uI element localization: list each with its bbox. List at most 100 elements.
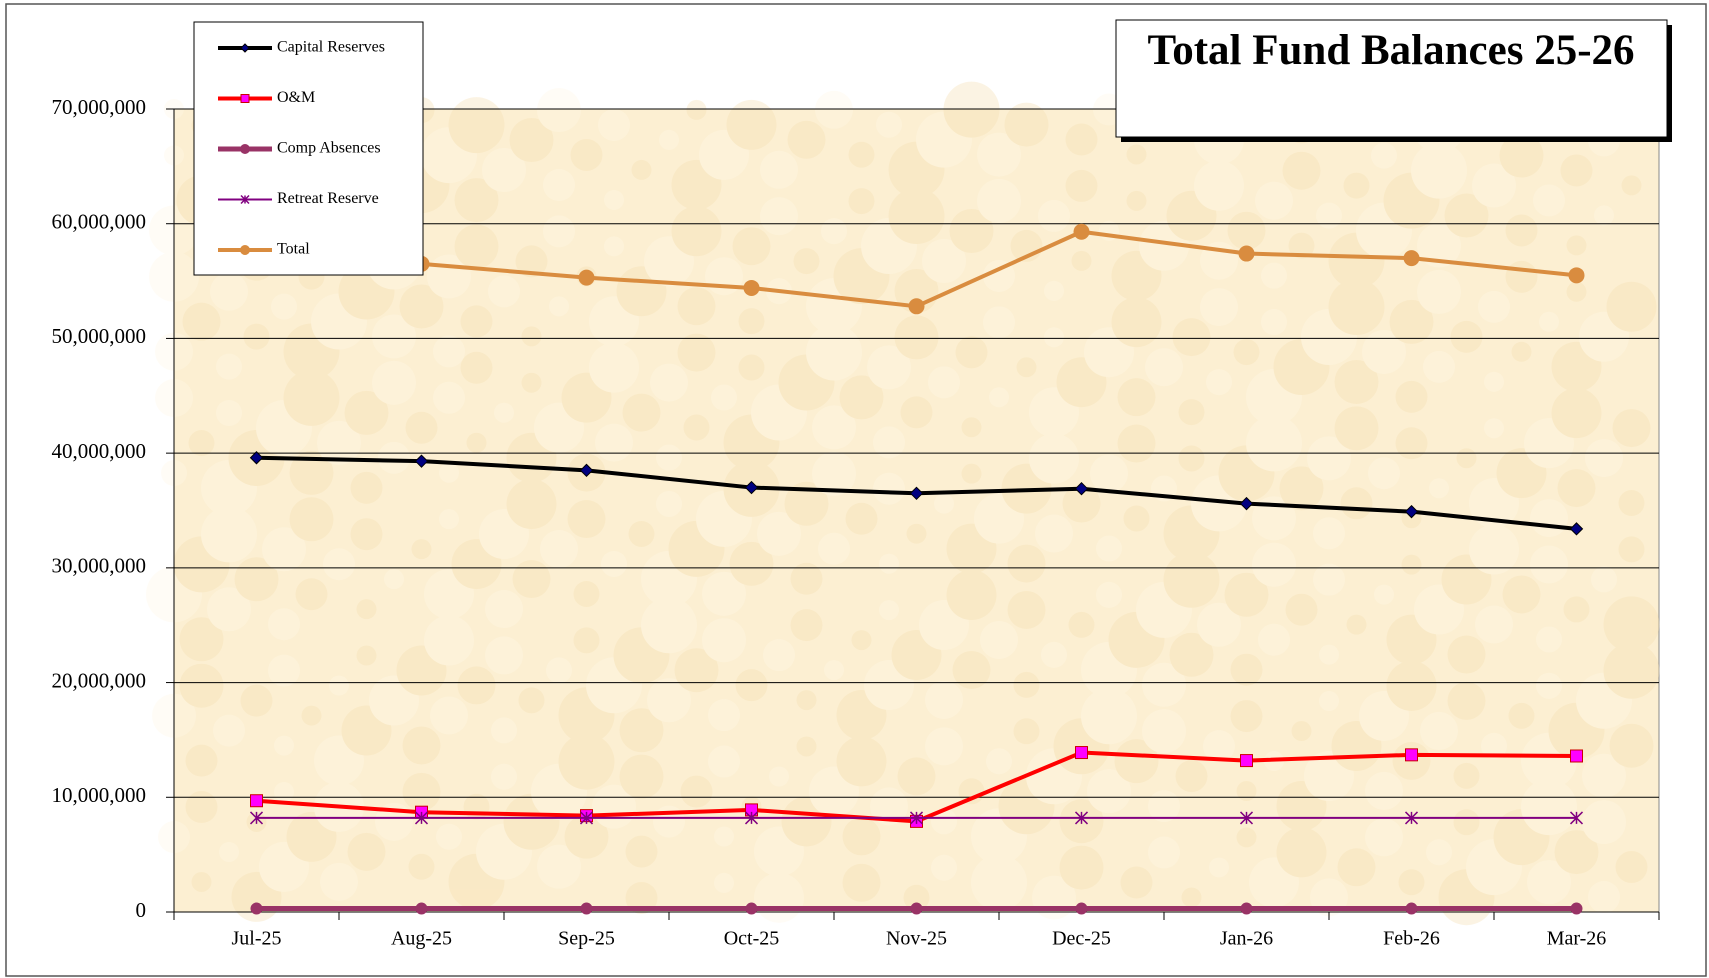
texture-dot (1007, 544, 1046, 583)
texture-dot (848, 141, 875, 168)
texture-dot (1398, 869, 1425, 896)
texture-dot (439, 462, 459, 483)
texture-dot (1362, 329, 1406, 374)
texture-dot (1227, 211, 1266, 250)
texture-dot (671, 159, 722, 210)
texture-dot (604, 236, 624, 257)
texture-dot (1044, 327, 1064, 348)
texture-dot (1163, 505, 1220, 562)
texture-dot (1016, 357, 1037, 378)
texture-dot (494, 402, 514, 423)
texture-dot (295, 578, 328, 611)
texture-dot (946, 523, 997, 574)
texture-dot (1496, 448, 1547, 499)
texture-dot (1114, 739, 1159, 784)
texture-dot (201, 506, 257, 563)
texture-dot (1521, 732, 1577, 789)
texture-dot (1395, 427, 1428, 460)
series (249, 811, 1584, 825)
texture-dot (1340, 487, 1373, 520)
texture-dot (573, 580, 600, 607)
texture-dot (1255, 181, 1293, 220)
texture-dot (1548, 702, 1605, 759)
texture-dot (1062, 484, 1101, 523)
texture-dot (1429, 478, 1449, 499)
texture-dot (928, 366, 960, 399)
texture-dot (686, 99, 707, 120)
texture-dot (980, 620, 1018, 659)
legend-label: Capital Reserves (277, 39, 385, 56)
series (249, 451, 1584, 536)
texture-dot (806, 324, 862, 381)
texture-dot (1334, 359, 1379, 404)
texture-dot (1621, 175, 1642, 196)
texture-dot (460, 305, 493, 338)
texture-dot (369, 675, 419, 726)
texture-dot (949, 208, 994, 253)
texture-dot (1224, 572, 1269, 617)
texture-dot (1200, 288, 1238, 327)
texture-dot (518, 687, 545, 714)
texture-dot (1588, 881, 1620, 914)
texture-dot (891, 630, 942, 681)
marker (579, 811, 594, 825)
texture-dot (922, 239, 966, 283)
texture-dot (185, 744, 218, 777)
texture-dot (1386, 614, 1437, 665)
marker (1239, 496, 1254, 511)
texture-dot (543, 215, 575, 248)
texture-dot (402, 772, 441, 811)
texture-dot (729, 541, 774, 586)
texture-dot (210, 272, 248, 311)
texture-dot (787, 120, 826, 159)
texture-dot (708, 745, 740, 778)
y-tick-label: 60,000,000 (52, 210, 147, 234)
texture-dot (1456, 448, 1477, 469)
texture-dot (796, 690, 817, 711)
texture-dot (668, 520, 725, 577)
texture-dot (1148, 836, 1180, 869)
texture-dot (1249, 857, 1299, 908)
texture-dot (1441, 554, 1492, 605)
texture-dot (543, 169, 575, 201)
marker (249, 451, 264, 465)
texture-dot (1343, 172, 1370, 199)
texture-dot (286, 811, 337, 862)
texture-dot (751, 384, 807, 441)
texture-dot (1505, 214, 1538, 247)
texture-dot (1261, 309, 1287, 336)
marker (250, 902, 263, 915)
chart-title: Total Fund Balances 25-26 (1147, 27, 1634, 74)
texture-dot (1576, 672, 1632, 729)
texture-dot (1365, 818, 1403, 857)
texture-dot (433, 335, 465, 368)
marker (1239, 811, 1254, 825)
texture-dot (1197, 602, 1241, 647)
texture-dot (619, 754, 664, 799)
texture-dot (900, 396, 933, 429)
texture-dot (1007, 590, 1046, 629)
texture-dot (714, 872, 734, 893)
x-tick-label: Aug-25 (391, 928, 452, 950)
texture-dot (790, 562, 823, 595)
texture-dot (653, 805, 685, 838)
texture-dot (763, 639, 795, 672)
texture-dot (283, 323, 340, 380)
texture-dot (485, 636, 523, 675)
texture-dot (754, 872, 804, 923)
texture-dot (1273, 339, 1330, 396)
x-tick-label: Feb-26 (1383, 928, 1440, 950)
texture-dot (1618, 490, 1645, 517)
marker (909, 811, 924, 825)
texture-dot (356, 645, 377, 666)
texture-dot (512, 560, 551, 599)
texture-dot (1123, 505, 1150, 532)
texture-dot (836, 690, 887, 741)
texture-dot (732, 227, 771, 266)
texture-dot (1145, 348, 1183, 387)
texture-dot (619, 708, 664, 753)
texture-dot (644, 236, 694, 287)
marker (414, 454, 429, 468)
texture-dot (598, 108, 630, 141)
marker (1570, 902, 1583, 915)
